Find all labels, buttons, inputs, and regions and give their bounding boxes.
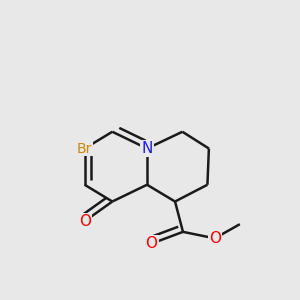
Text: N: N [141, 141, 153, 156]
Text: O: O [209, 231, 221, 246]
Text: Br: Br [77, 142, 92, 155]
Text: O: O [79, 214, 91, 229]
Text: O: O [146, 236, 158, 251]
